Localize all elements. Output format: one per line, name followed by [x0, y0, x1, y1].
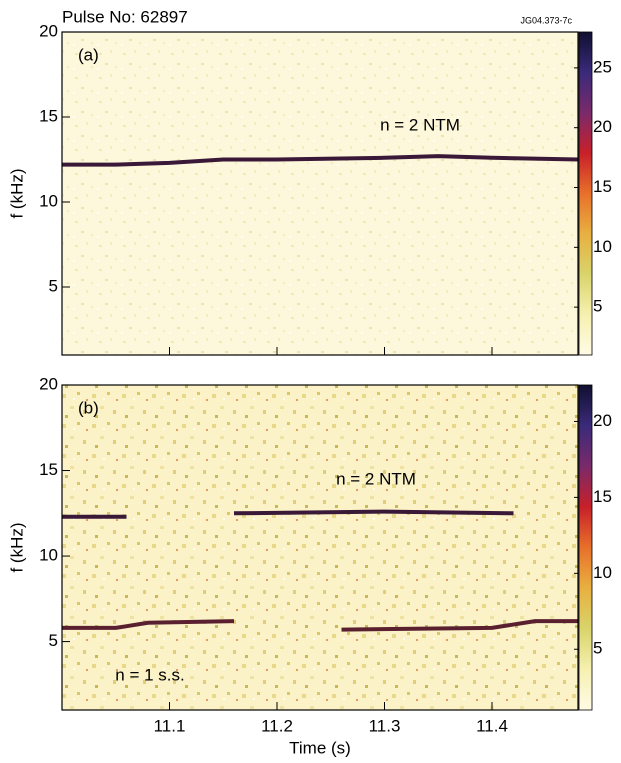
- figure-id: JG04.373-7c: [520, 15, 572, 25]
- y-tick-label: 5: [49, 276, 58, 295]
- x-tick-label: 11.1: [154, 716, 186, 735]
- colorbar-tick-label: 10: [593, 563, 612, 582]
- mode-line: [62, 509, 514, 519]
- annotation: n = 2 NTM: [380, 115, 460, 134]
- plot-background: [62, 385, 578, 710]
- y-tick-label: 5: [49, 631, 58, 650]
- x-tick-label: 11.2: [261, 716, 293, 735]
- annotation: n = 2 NTM: [336, 469, 416, 488]
- y-axis-label: f (kHz): [7, 522, 26, 572]
- panel-label: (b): [78, 398, 99, 417]
- colorbar-tick-label: 15: [593, 487, 612, 506]
- colorbar-tick-label: 5: [593, 639, 602, 658]
- colorbar-tick-label: 20: [593, 411, 612, 430]
- y-tick-label: 15: [39, 106, 58, 125]
- colorbar-tick-label: 20: [593, 117, 612, 136]
- plot-frame: [61, 31, 579, 356]
- y-tick-label: 20: [39, 374, 58, 393]
- mode-line: [62, 154, 579, 167]
- pulse-title: Pulse No: 62897: [62, 7, 188, 26]
- x-axis-label: Time (s): [289, 738, 351, 757]
- colorbar-tick-label: 25: [593, 57, 612, 76]
- colorbar: [578, 31, 593, 356]
- panel-label: (a): [78, 45, 99, 64]
- y-tick-label: 15: [39, 460, 58, 479]
- y-tick-label: 10: [39, 546, 58, 565]
- y-tick-label: 10: [39, 191, 58, 210]
- colorbar: [578, 384, 593, 711]
- colorbar-tick-label: 15: [593, 177, 612, 196]
- plot-frame: [61, 384, 579, 711]
- x-tick-label: 11.4: [476, 716, 508, 735]
- colorbar-tick-label: 10: [593, 237, 612, 256]
- mode-line: [62, 619, 578, 632]
- y-axis-label: f (kHz): [7, 168, 26, 218]
- colorbar-tick-label: 5: [593, 297, 602, 316]
- y-tick-label: 20: [39, 21, 58, 40]
- plot-background: [62, 32, 578, 355]
- x-tick-label: 11.3: [369, 716, 401, 735]
- annotation: n = 1 s.s.: [115, 665, 184, 684]
